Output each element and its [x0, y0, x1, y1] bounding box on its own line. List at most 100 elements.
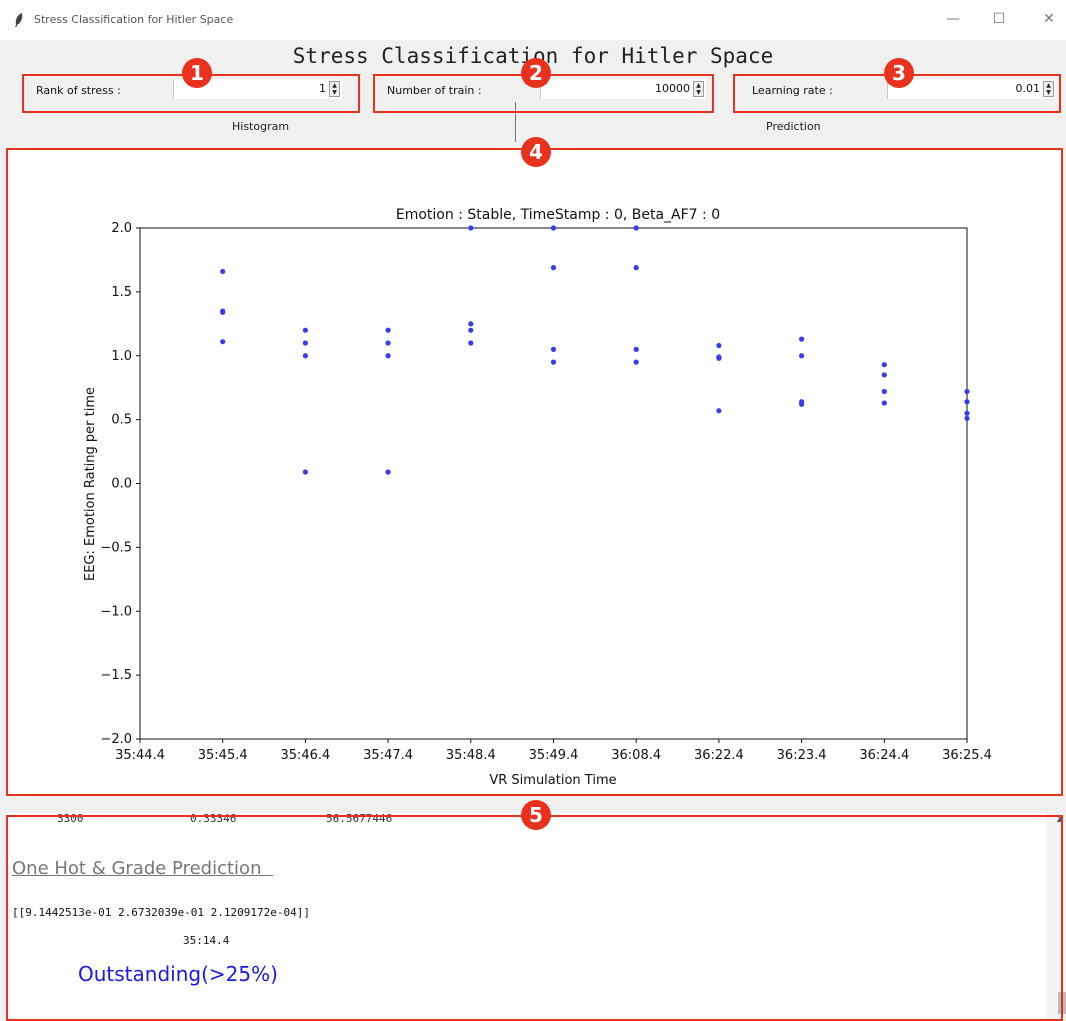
lr-value: 0.01 [1015, 82, 1041, 95]
data-point [385, 469, 391, 475]
data-point [964, 410, 970, 416]
partial-row-loss: 0.33346 [190, 812, 237, 825]
data-point [881, 372, 887, 378]
y-tick-label: −0.5 [100, 540, 132, 555]
x-tick-label: 36:08.4 [611, 748, 661, 763]
feather-icon [15, 13, 23, 27]
data-point [302, 327, 308, 333]
data-point [468, 327, 474, 333]
data-point [799, 336, 805, 342]
x-tick-label: 35:44.4 [115, 748, 165, 763]
data-point [799, 401, 805, 407]
spin-down-icon[interactable]: ▼ [1046, 89, 1051, 96]
section-divider [515, 102, 516, 142]
rank-spin-arrows[interactable]: ▲ ▼ [329, 81, 340, 97]
histogram-label: Histogram [232, 120, 290, 133]
rank-label: Rank of stress : [36, 84, 121, 97]
data-point [716, 408, 722, 414]
close-button[interactable]: ✕ [1043, 11, 1055, 27]
y-tick-label: 2.0 [111, 221, 132, 236]
x-tick-label: 35:45.4 [198, 748, 248, 763]
badge-5: 5 [521, 800, 551, 830]
train-label: Number of train : [387, 84, 482, 97]
data-point [385, 353, 391, 359]
scroll-thumb[interactable] [1058, 992, 1066, 1014]
window-title: Stress Classification for Hitler Space [34, 13, 234, 26]
data-point [385, 340, 391, 346]
x-tick-label: 35:49.4 [529, 748, 579, 763]
rank-spinbox[interactable]: 1 ▲ ▼ [173, 79, 342, 99]
data-point [716, 342, 722, 349]
data-point [220, 339, 226, 345]
chart-title: Emotion : Stable, TimeStamp : 0, Beta_AF… [396, 207, 720, 223]
y-tick-label: 1.0 [111, 349, 132, 364]
prediction-array: [[9.1442513e-01 2.6732039e-01 2.1209172e… [12, 906, 311, 919]
badge-3: 3 [884, 58, 914, 88]
data-point [716, 355, 722, 361]
scrollbar[interactable] [1046, 812, 1066, 1021]
prediction-panel [6, 812, 1058, 1021]
data-point [881, 400, 887, 406]
y-tick-label: 0.5 [111, 413, 132, 428]
spin-down-icon[interactable]: ▼ [332, 89, 337, 96]
data-point [468, 321, 474, 327]
plot-area [139, 227, 968, 740]
x-tick-label: 35:48.4 [446, 748, 496, 763]
y-tick-label: −2.0 [100, 732, 132, 747]
lr-label: Learning rate : [752, 84, 833, 97]
data-point [550, 265, 557, 271]
maximize-button[interactable]: ☐ [992, 11, 1006, 27]
title-bar: Stress Classification for Hitler Space —… [0, 0, 1066, 40]
badge-1: 1 [182, 58, 212, 88]
spin-up-icon[interactable]: ▲ [1046, 82, 1051, 89]
x-tick-label: 35:46.4 [280, 748, 330, 763]
x-tick-label: 35:47.4 [363, 748, 413, 763]
partial-row-step: 3300 [57, 812, 84, 825]
prediction-title: One Hot & Grade Prediction [12, 858, 273, 879]
y-tick-label: −1.5 [100, 668, 132, 683]
x-tick-label: 36:23.4 [777, 748, 827, 763]
data-point [633, 346, 639, 352]
data-point [633, 225, 639, 231]
plot-panel: Emotion : Stable, TimeStamp : 0, Beta_AF… [6, 148, 1061, 794]
badge-4: 4 [521, 137, 551, 167]
spin-down-icon[interactable]: ▼ [696, 89, 701, 96]
y-tick-label: −1.0 [100, 604, 132, 619]
lr-spin-arrows[interactable]: ▲ ▼ [1043, 81, 1054, 97]
train-spinbox[interactable]: 10000 ▲ ▼ [540, 79, 706, 99]
data-point [550, 359, 557, 365]
data-point [550, 225, 557, 231]
data-point [468, 225, 474, 231]
train-value: 10000 [655, 82, 690, 95]
data-point [881, 388, 887, 395]
x-tick-label: 36:22.4 [694, 748, 744, 763]
data-point [881, 362, 887, 368]
y-axis-ticks: 2.0 1.5 1.0 0.5 0.0 −0.5 −1.0 −1.5 −2.0 [100, 221, 140, 747]
data-point [220, 309, 226, 315]
y-axis-label: EEG: Emotion Rating per time [83, 387, 98, 581]
scatter-chart: Emotion : Stable, TimeStamp : 0, Beta_AF… [83, 207, 992, 788]
data-point [964, 415, 970, 421]
minimize-button[interactable]: — [946, 11, 960, 27]
x-tick-label: 36:24.4 [859, 748, 909, 763]
prediction-time: 35:14.4 [183, 934, 230, 947]
spin-up-icon[interactable]: ▲ [696, 82, 701, 89]
data-point [964, 399, 970, 405]
partial-row-accuracy: 56.5677446 [326, 812, 393, 825]
x-tick-label: 36:25.4 [942, 748, 992, 763]
rank-value: 1 [319, 82, 326, 95]
data-point [302, 340, 308, 346]
data-point [220, 268, 226, 275]
y-tick-label: 1.5 [111, 285, 132, 300]
lr-spinbox[interactable]: 0.01 ▲ ▼ [887, 79, 1056, 99]
data-point [302, 353, 308, 359]
spin-up-icon[interactable]: ▲ [332, 82, 337, 89]
scroll-up-icon[interactable]: ▲ [1057, 814, 1064, 823]
train-spin-arrows[interactable]: ▲ ▼ [693, 81, 704, 97]
data-point [964, 388, 970, 395]
x-axis-label: VR Simulation Time [489, 773, 616, 788]
y-tick-label: 0.0 [111, 477, 132, 492]
data-point [799, 353, 805, 359]
data-points [220, 225, 970, 475]
